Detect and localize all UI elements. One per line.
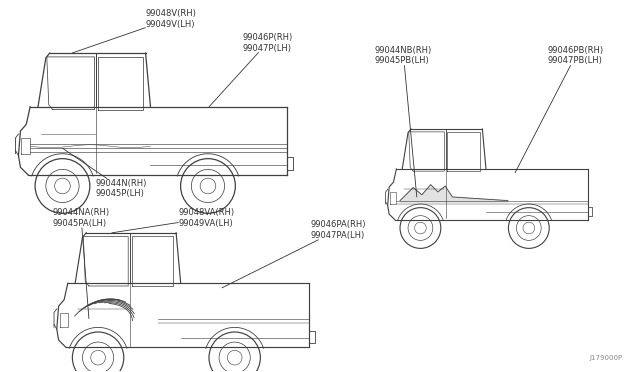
- Text: J179000P: J179000P: [589, 355, 622, 361]
- Polygon shape: [400, 185, 508, 202]
- Text: 99044NB(RH)
99045PB(LH): 99044NB(RH) 99045PB(LH): [375, 46, 432, 197]
- Text: 99048VA(RH)
99049VA(LH): 99048VA(RH) 99049VA(LH): [112, 208, 234, 233]
- Text: 99046P(RH)
99047P(LH): 99046P(RH) 99047P(LH): [209, 33, 292, 107]
- Text: 99046PA(RH)
99047PA(LH): 99046PA(RH) 99047PA(LH): [222, 220, 365, 288]
- Text: 99044N(RH)
99045P(LH): 99044N(RH) 99045P(LH): [63, 148, 147, 198]
- Text: 99044NA(RH)
99045PA(LH): 99044NA(RH) 99045PA(LH): [52, 208, 109, 318]
- Text: 99048V(RH)
99049V(LH): 99048V(RH) 99049V(LH): [72, 9, 196, 53]
- Text: 99046PB(RH)
99047PB(LH): 99046PB(RH) 99047PB(LH): [515, 46, 604, 173]
